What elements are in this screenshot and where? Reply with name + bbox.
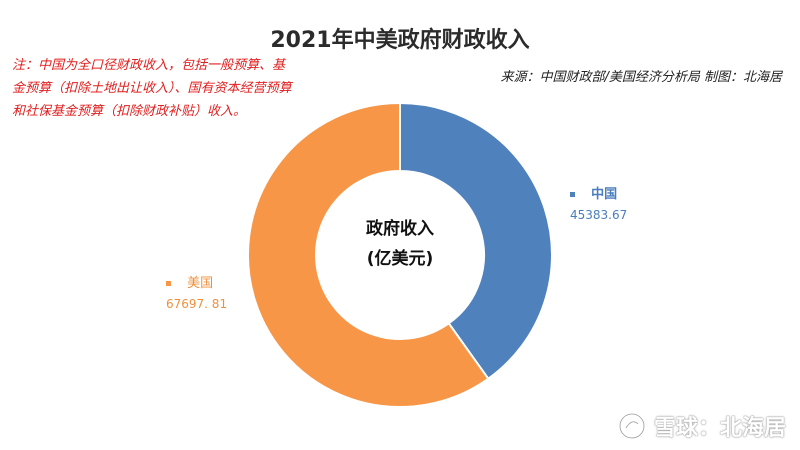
center-label: 政府收入 (亿美元) [330,214,470,274]
usa-label: 美国 [187,276,214,291]
donut-slice-china [399,101,553,381]
center-label-line1: 政府收入 [366,219,434,239]
footnote-text: 注：中国为全口径财政收入，包括一般预算、基金预算（扣除土地出让收入）、国有资本经… [12,58,292,119]
usa-value: 67697. 81 [166,297,228,311]
data-label-china: 中国 45383.67 [570,185,627,225]
center-label-line2: (亿美元) [366,249,434,269]
china-label: 中国 [591,187,618,202]
donut-slice-usa [247,101,490,408]
watermark: 雪球：北海居 [618,410,786,442]
china-swatch [570,192,575,197]
data-label-usa: 美国 67697. 81 [166,274,227,314]
watermark-text: 雪球：北海居 [653,416,786,441]
china-value: 45383.67 [570,208,628,222]
usa-swatch [166,281,171,286]
chart-title: 2021年中美政府财政收入 [270,28,530,53]
source-text: 来源：中国财政部/美国经济分析局 制图：北海居 [500,70,782,85]
snowball-logo-icon [618,412,646,440]
